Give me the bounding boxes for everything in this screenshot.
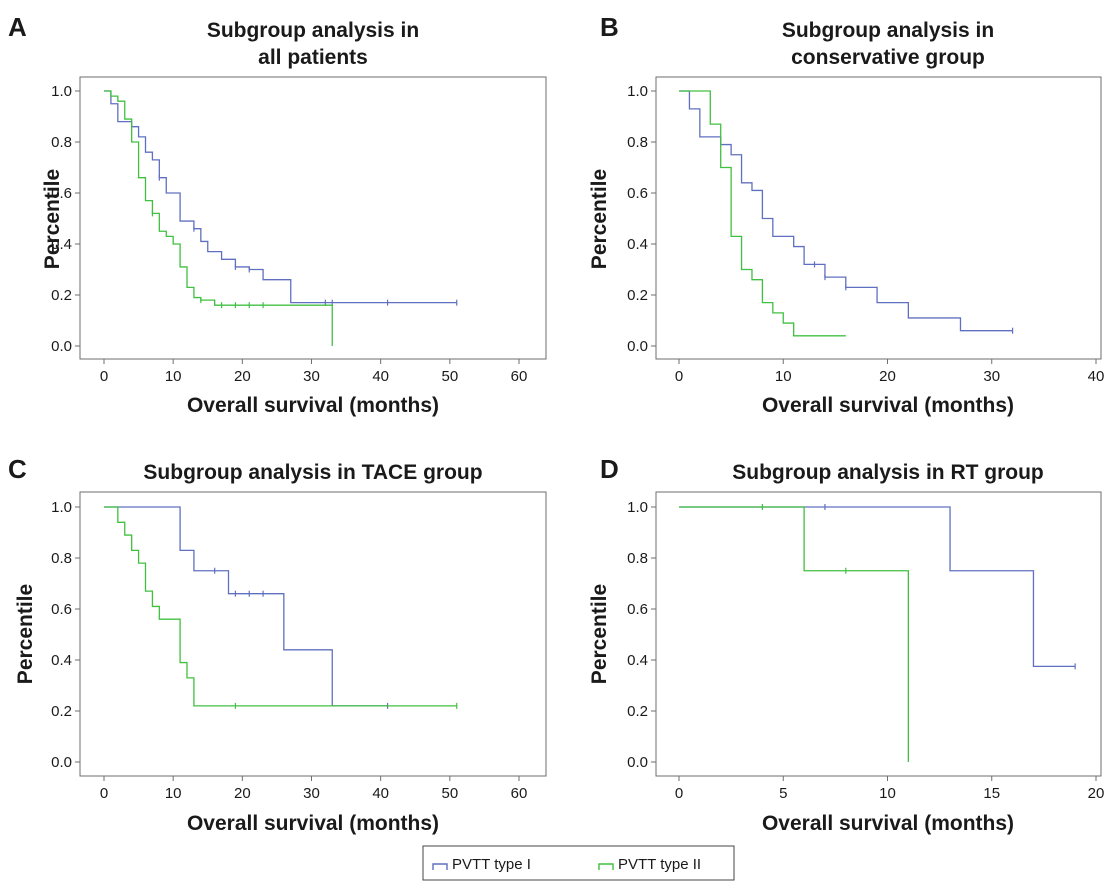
panel-label-d: D [600,454,619,484]
panel-b-x-tick-label: 0 [675,368,683,385]
legend-label-type-ii: PVTT type II [618,856,701,873]
panel-c-plot: 0 10 20 30 40 50 60 0.0 0.2 0.4 0.6 0.8 1.0 [51,491,547,802]
panel-a: A Subgroup analysis in all patients Over… [8,12,547,417]
panel-d-x-tick-label: 20 [1088,785,1105,802]
panel-d: D Subgroup analysis in RT group Overall … [588,454,1104,835]
panel-label-a: A [8,12,27,42]
panel-d-plot-frame [655,491,1102,777]
panel-d-y-tick-label: 0.8 [627,550,648,567]
panel-c-y-tick-label: 0.6 [51,601,72,618]
panel-a-x-tick-label: 60 [511,368,528,385]
panel-b-pvtt-type-ii-curve [679,90,846,337]
panel-d-pvtt-type-i-curve [679,506,1076,668]
panel-d-pvtt-type-ii-curve [679,506,909,762]
panel-c-x-tick-label: 40 [372,785,389,802]
panel-d-x-tick-label: 15 [983,785,1000,802]
legend-swatch-type-ii [598,863,614,870]
legend-swatch-type-i [432,863,448,870]
panel-a-y-tick-label: 0.8 [51,134,72,151]
panel-a-pvtt-type-ii-curve [104,90,333,346]
panel-d-x-tick-label: 0 [675,785,683,802]
panel-c-x-tick-label: 50 [441,785,458,802]
panel-a-x-tick-label: 50 [441,368,458,385]
panel-label-b: B [600,12,619,42]
panel-d-x-axis-label: Overall survival (months) [762,812,1014,835]
panel-b-plot-frame [655,76,1102,360]
panel-b-plot: 0 10 20 30 40 0.0 0.2 0.4 0.6 0.8 1.0 [627,76,1105,385]
panel-c-x-axis-label: Overall survival (months) [187,812,439,835]
panel-c-y-tick-label: 0.0 [51,754,72,771]
panel-b-x-tick-label: 10 [775,368,792,385]
panel-a-y-axis-label: Percentile [41,169,64,269]
panel-b-pvtt-type-i-curve [679,90,1013,332]
panel-a-y-tick-label: 0.0 [51,338,72,355]
panel-c: C Subgroup analysis in TACE group Overal… [8,454,547,835]
panel-b: B Subgroup analysis in conservative grou… [588,12,1104,417]
panel-b-y-tick-label: 0.6 [627,185,648,202]
panel-b-y-axis-label: Percentile [588,169,611,269]
panel-b-x-tick-label: 20 [879,368,896,385]
panel-c-x-tick-label: 10 [165,785,182,802]
panel-b-x-tick-label: 30 [983,368,1000,385]
panel-d-y-tick-label: 0.4 [627,652,648,669]
panel-c-pvtt-type-ii-curve [104,506,457,707]
panel-c-x-tick-label: 0 [100,785,108,802]
panel-a-y-tick-label: 0.6 [51,185,72,202]
panel-a-pvtt-type-i-curve [104,90,457,304]
panel-a-plot: 0 10 20 30 40 50 60 0.0 0.2 0.4 0.6 0.8 1.0 [51,76,547,385]
panel-c-x-tick-label: 60 [511,785,528,802]
panel-a-y-tick-label: 0.2 [51,287,72,304]
panel-label-c: C [8,454,27,484]
panel-a-y-tick-label: 0.4 [51,236,72,253]
panel-d-title: Subgroup analysis in RT group [732,461,1044,484]
panel-a-x-tick-label: 30 [303,368,320,385]
panel-b-x-tick-label: 40 [1088,368,1105,385]
panel-a-x-tick-label: 40 [372,368,389,385]
panel-b-y-tick-label: 0.2 [627,287,648,304]
panel-c-title: Subgroup analysis in TACE group [143,461,482,484]
panel-a-x-tick-label: 10 [165,368,182,385]
panel-b-x-axis-label: Overall survival (months) [762,394,1014,417]
panel-a-plot-frame [79,76,547,360]
panel-c-y-tick-label: 0.2 [51,703,72,720]
panel-d-y-tick-label: 1.0 [627,499,648,516]
legend: PVTT type I PVTT type II [422,845,735,881]
panel-c-y-tick-label: 0.8 [51,550,72,567]
legend-box [422,845,735,881]
panel-a-x-tick-label: 0 [100,368,108,385]
panel-a-x-tick-label: 20 [234,368,251,385]
legend-label-type-i: PVTT type I [452,856,531,873]
panel-b-y-tick-label: 0.0 [627,338,648,355]
panel-c-x-tick-label: 30 [303,785,320,802]
panel-c-y-axis-label: Percentile [14,584,37,684]
panel-d-x-tick-label: 5 [779,785,787,802]
panel-c-y-tick-label: 0.4 [51,652,72,669]
panel-a-title-line-1: Subgroup analysis in [207,19,419,42]
panel-d-y-tick-label: 0.2 [627,703,648,720]
panel-b-y-tick-label: 0.4 [627,236,648,253]
panel-c-y-tick-label: 1.0 [51,499,72,516]
panel-d-y-axis-label: Percentile [588,584,611,684]
panel-d-plot: 0 5 10 15 20 0.0 0.2 0.4 0.6 0.8 1.0 [627,491,1105,802]
panel-d-y-tick-label: 0.0 [627,754,648,771]
panel-d-x-tick-label: 10 [879,785,896,802]
panel-c-plot-frame [79,491,547,777]
panel-d-y-tick-label: 0.6 [627,601,648,618]
panel-b-y-tick-label: 1.0 [627,83,648,100]
panel-c-pvtt-type-i-curve [104,506,388,707]
panel-b-title-line-2: conservative group [791,46,985,69]
panel-b-y-tick-label: 0.8 [627,134,648,151]
panel-a-title-line-2: all patients [258,46,368,69]
panel-a-y-tick-label: 1.0 [51,83,72,100]
panel-b-title-line-1: Subgroup analysis in [782,19,994,42]
panel-c-x-tick-label: 20 [234,785,251,802]
panel-a-x-axis-label: Overall survival (months) [187,394,439,417]
